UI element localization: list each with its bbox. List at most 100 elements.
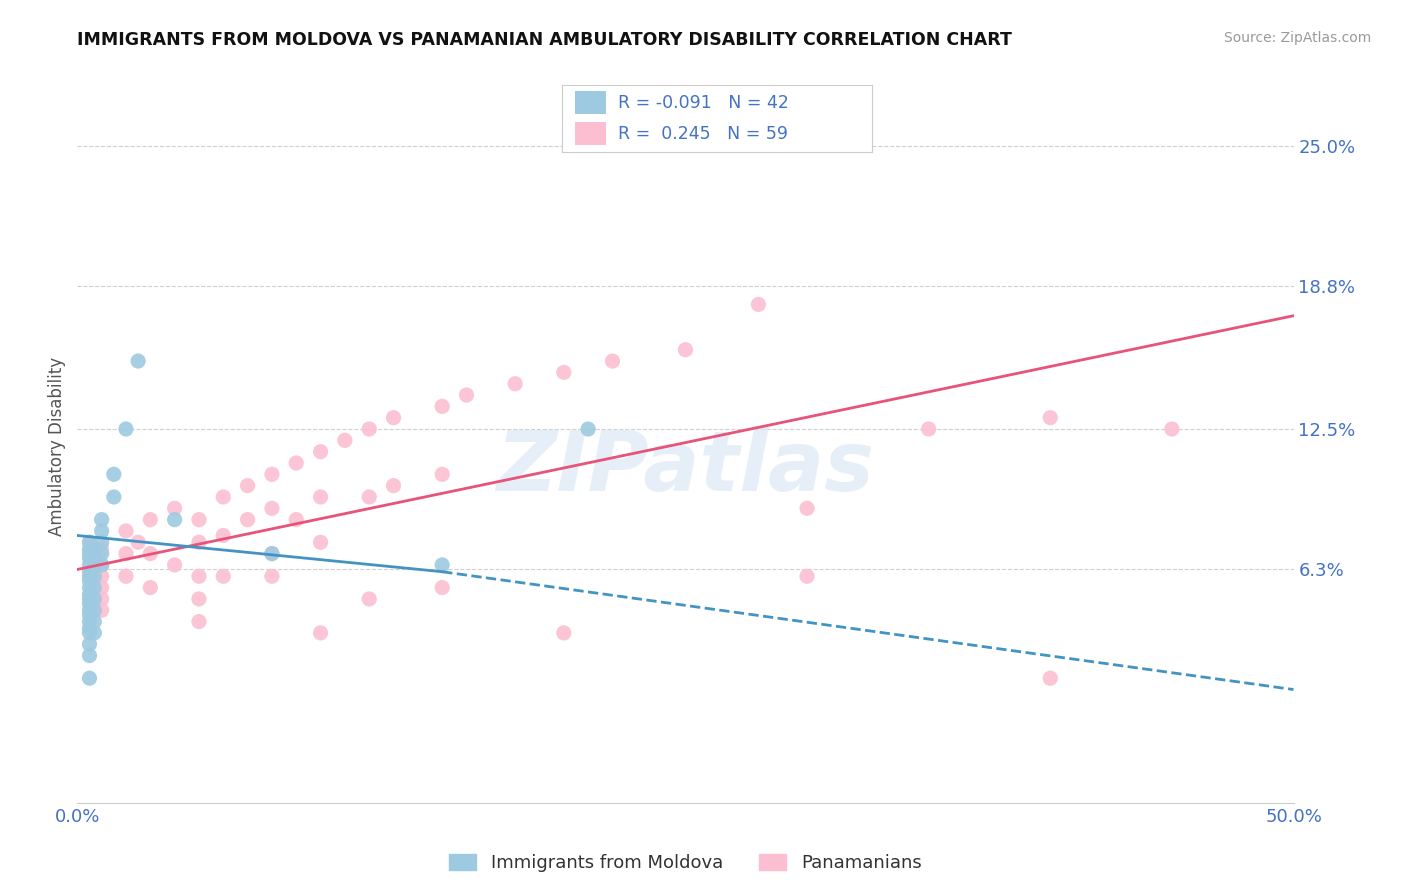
Point [115, 422, 138, 436]
Point [83, 603, 105, 617]
Point [188, 513, 211, 527]
Point [79, 587, 101, 601]
Point [212, 569, 235, 583]
Point [90, 558, 112, 572]
Point [115, 524, 138, 538]
Point [188, 569, 211, 583]
Point [333, 434, 356, 448]
Point [503, 376, 526, 391]
Point [260, 547, 283, 561]
Point [139, 547, 162, 561]
Point [79, 535, 101, 549]
Point [90, 547, 112, 561]
Point [602, 354, 624, 368]
Point [553, 626, 575, 640]
Point [103, 467, 125, 482]
Point [796, 501, 818, 516]
Y-axis label: Ambulatory Disability: Ambulatory Disability [48, 357, 66, 535]
Point [90, 591, 112, 606]
Point [212, 528, 235, 542]
Text: IMMIGRANTS FROM MOLDOVA VS PANAMANIAN AMBULATORY DISABILITY CORRELATION CHART: IMMIGRANTS FROM MOLDOVA VS PANAMANIAN AM… [77, 31, 1012, 49]
Point [1039, 671, 1062, 685]
Point [309, 490, 332, 504]
Point [83, 569, 105, 583]
Point [79, 558, 101, 572]
Point [79, 621, 101, 635]
FancyBboxPatch shape [575, 122, 606, 145]
Point [127, 535, 149, 549]
Point [260, 501, 283, 516]
Point [139, 581, 162, 595]
Point [236, 478, 259, 492]
Point [79, 542, 101, 557]
Point [430, 467, 453, 482]
Point [796, 569, 818, 583]
Point [285, 456, 308, 470]
Point [90, 581, 112, 595]
Point [79, 607, 101, 622]
Point [83, 581, 105, 595]
Point [236, 513, 259, 527]
Point [115, 547, 138, 561]
Point [103, 490, 125, 504]
Point [430, 581, 453, 595]
Point [163, 558, 186, 572]
Point [83, 615, 105, 629]
Point [115, 569, 138, 583]
Point [309, 535, 332, 549]
Point [79, 626, 101, 640]
Point [139, 513, 162, 527]
Point [188, 615, 211, 629]
Point [90, 542, 112, 557]
Point [918, 422, 941, 436]
Point [79, 569, 101, 583]
Point [79, 565, 101, 579]
Text: R = -0.091   N = 42: R = -0.091 N = 42 [619, 94, 789, 112]
Point [382, 478, 405, 492]
Point [382, 410, 405, 425]
Text: R =  0.245   N = 59: R = 0.245 N = 59 [619, 125, 789, 143]
Point [83, 542, 105, 557]
Point [188, 591, 211, 606]
Point [79, 615, 101, 629]
Point [90, 558, 112, 572]
Point [359, 422, 381, 436]
Point [430, 558, 453, 572]
Point [456, 388, 478, 402]
Point [79, 597, 101, 611]
Point [1039, 410, 1062, 425]
Point [260, 569, 283, 583]
Point [212, 490, 235, 504]
Point [79, 574, 101, 588]
Point [79, 637, 101, 651]
Point [90, 569, 112, 583]
Point [90, 524, 112, 538]
Point [163, 513, 186, 527]
Text: ZIPatlas: ZIPatlas [496, 427, 875, 508]
Point [1161, 422, 1184, 436]
Point [90, 535, 112, 549]
Point [260, 547, 283, 561]
Point [83, 558, 105, 572]
Point [359, 591, 381, 606]
Point [79, 551, 101, 566]
Point [127, 354, 149, 368]
Point [430, 400, 453, 414]
Point [260, 467, 283, 482]
Point [576, 422, 599, 436]
Point [79, 648, 101, 663]
Point [359, 490, 381, 504]
Point [83, 551, 105, 566]
Text: Source: ZipAtlas.com: Source: ZipAtlas.com [1223, 31, 1371, 45]
Point [79, 591, 101, 606]
Point [285, 513, 308, 527]
Point [83, 626, 105, 640]
Legend: Immigrants from Moldova, Panamanians: Immigrants from Moldova, Panamanians [450, 854, 921, 872]
Point [553, 365, 575, 379]
Point [79, 547, 101, 561]
Point [747, 297, 769, 311]
FancyBboxPatch shape [575, 91, 606, 114]
Point [309, 626, 332, 640]
Point [163, 501, 186, 516]
Point [79, 581, 101, 595]
